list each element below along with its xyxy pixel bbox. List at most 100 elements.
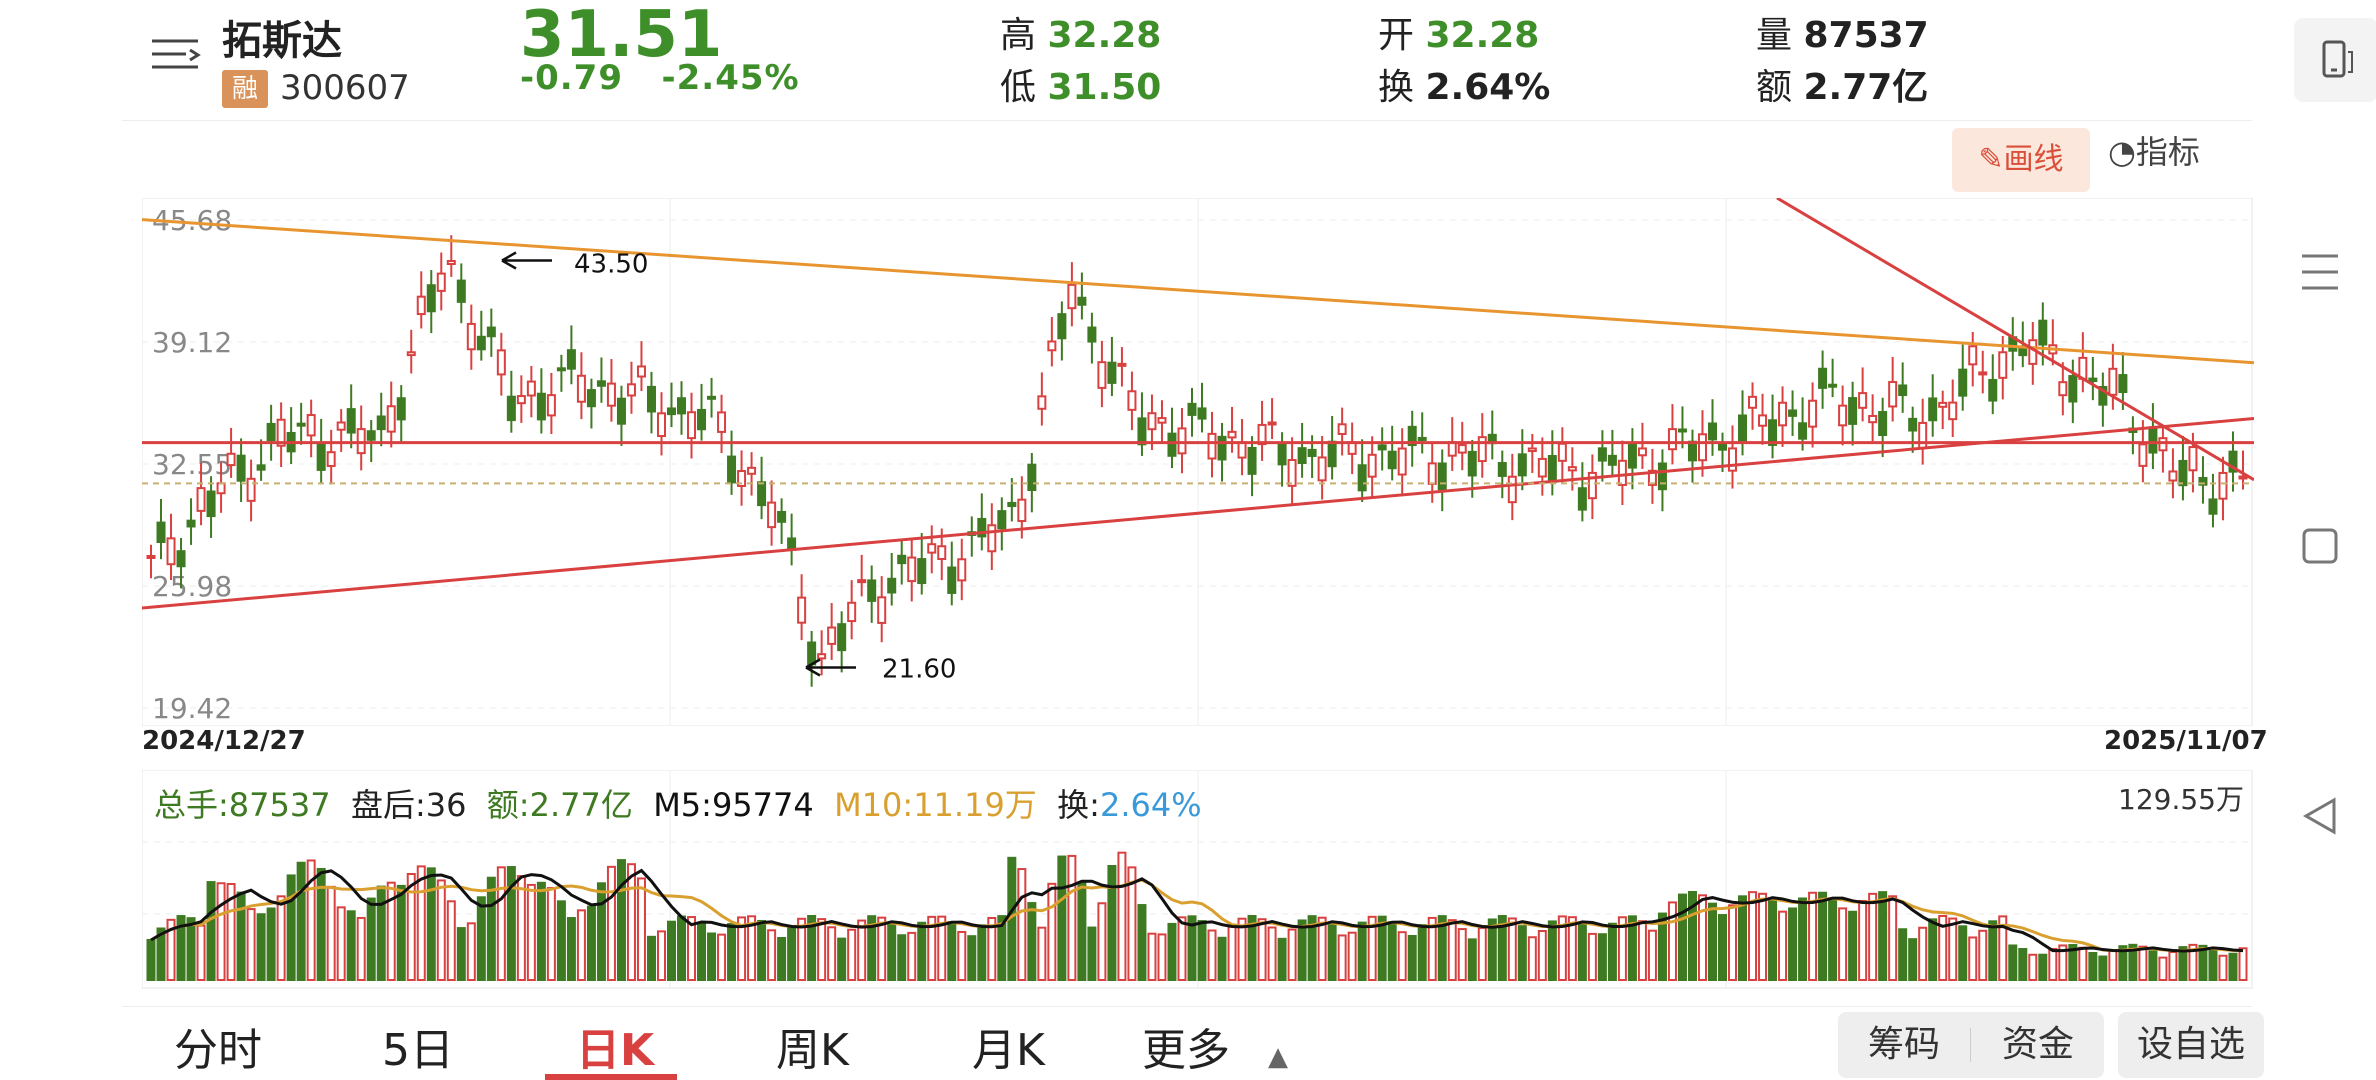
volume-bar xyxy=(2228,952,2238,981)
volume-bar xyxy=(2018,948,2028,981)
volume-bar xyxy=(206,881,216,981)
add-watchlist-button[interactable]: 设自选 xyxy=(2118,1012,2264,1078)
volume-bar xyxy=(987,917,997,981)
volume-bar xyxy=(276,895,286,981)
tab-more[interactable]: 更多 ▲ xyxy=(1142,1014,1288,1078)
candle-body xyxy=(1868,414,1878,424)
open-stat: 开 32.28 xyxy=(1378,6,1539,58)
volume-bar xyxy=(1117,851,1127,981)
candle-body xyxy=(1237,441,1247,459)
candle-body xyxy=(997,510,1007,530)
candle-body xyxy=(757,481,767,507)
candle-body xyxy=(196,487,206,512)
candle-body xyxy=(817,653,827,660)
candle-body xyxy=(2238,475,2248,480)
candle-body xyxy=(2208,498,2218,515)
indicator-button[interactable]: ◔指标 xyxy=(2108,128,2200,176)
candle-body xyxy=(1928,397,1938,422)
volume-bar xyxy=(2028,953,2038,982)
x-start-date: 2024/12/27 xyxy=(142,726,306,756)
candle-body xyxy=(266,422,276,442)
volume-bar xyxy=(1878,891,1888,981)
volume-bar xyxy=(166,918,176,982)
volume-bar xyxy=(1427,916,1437,981)
candle-body xyxy=(1297,447,1307,464)
volume-bar xyxy=(967,935,977,981)
volume-bar xyxy=(1017,868,1027,981)
candle-body xyxy=(827,626,837,645)
draw-line-button[interactable]: ✎画线 xyxy=(1952,128,2090,192)
tab-daily-k[interactable]: 日K xyxy=(576,1025,655,1076)
funds-button[interactable]: 资金 xyxy=(2001,1024,2074,1065)
volume-bar xyxy=(1167,922,1177,982)
volume-bar xyxy=(1457,928,1467,982)
menu-icon[interactable] xyxy=(152,38,202,78)
volume-bar xyxy=(1277,937,1287,981)
candle-body xyxy=(466,322,476,351)
candle-body xyxy=(186,519,196,528)
tab-5day[interactable]: 5日 xyxy=(382,1025,454,1076)
chips-button[interactable]: 筹码 xyxy=(1867,1024,1940,1065)
candle-body xyxy=(506,395,516,422)
volume-chart[interactable] xyxy=(142,770,2254,990)
volume-bar xyxy=(596,882,606,981)
volume-bar xyxy=(286,874,296,981)
volume-max-label: 129.55万 xyxy=(2118,783,2244,816)
candle-body xyxy=(2188,446,2198,472)
volume-bar xyxy=(1527,936,1537,981)
volume-bar xyxy=(847,928,857,981)
candle-body xyxy=(476,335,486,351)
volume-bar xyxy=(416,865,426,981)
candle-body xyxy=(877,596,887,624)
candle-body xyxy=(2058,381,2068,397)
tab-monthly-k[interactable]: 月K xyxy=(972,1025,1045,1076)
volume-bar xyxy=(1067,854,1077,981)
pill-divider xyxy=(1970,1028,1971,1062)
volume-bar xyxy=(1307,915,1317,981)
candle-body xyxy=(456,279,466,303)
candle-body xyxy=(1647,469,1657,486)
volume-bar xyxy=(1347,931,1357,981)
volume-bar xyxy=(656,930,666,981)
volume-bar xyxy=(1127,866,1137,981)
candle-body xyxy=(1908,417,1918,432)
volume-bar xyxy=(1487,918,1497,981)
volume-bar xyxy=(1517,925,1527,981)
candle-body xyxy=(1117,362,1127,367)
candle-body xyxy=(1207,432,1217,460)
volume-bar xyxy=(2128,943,2138,981)
candle-body xyxy=(1838,404,1848,427)
tab-intraday[interactable]: 分时 xyxy=(174,1025,262,1076)
candle-body xyxy=(646,385,656,413)
candle-body xyxy=(867,579,877,602)
candle-body xyxy=(496,349,506,376)
volume-bar xyxy=(1257,918,1267,981)
tab-weekly-k[interactable]: 周K xyxy=(776,1025,849,1076)
phone-rotate-icon xyxy=(2322,40,2353,78)
candle-body xyxy=(376,415,386,431)
high-label: 高 xyxy=(1000,15,1037,56)
overview-icon[interactable] xyxy=(2300,526,2340,570)
landscape-toggle-button[interactable] xyxy=(2294,18,2376,102)
candle-body xyxy=(1627,443,1637,469)
back-icon[interactable] xyxy=(2300,796,2340,840)
volume-bar xyxy=(1297,919,1307,981)
candle-body xyxy=(1387,450,1397,470)
candle-body xyxy=(1027,463,1037,492)
candle-body xyxy=(1527,447,1537,453)
hamburger-icon[interactable] xyxy=(2300,252,2340,298)
volume-bar xyxy=(586,905,596,981)
volume-bar xyxy=(1267,926,1277,981)
candle-body xyxy=(1728,447,1738,472)
volume-bar xyxy=(1768,899,1778,981)
candle-body xyxy=(1858,392,1868,409)
volume-label: 量 xyxy=(1756,15,1793,56)
candle-body xyxy=(2088,377,2098,383)
volume-bar xyxy=(176,915,186,981)
candle-body xyxy=(1978,371,1988,376)
volume-bar xyxy=(1367,915,1377,981)
candle-body xyxy=(1918,421,1928,450)
volume-bar xyxy=(1778,910,1788,981)
volume-bar xyxy=(626,863,636,981)
